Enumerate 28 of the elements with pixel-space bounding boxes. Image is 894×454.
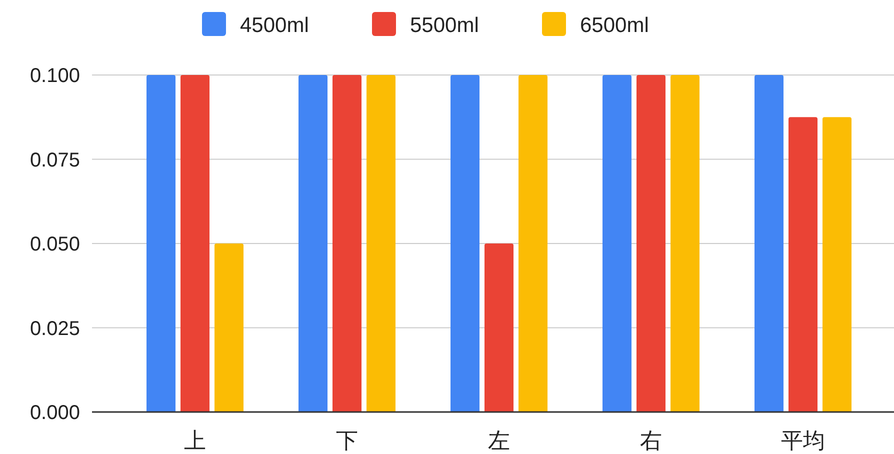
bar [518,75,548,412]
y-tick-label: 0.100 [30,65,80,87]
x-tick-label: 下 [336,428,358,453]
bar [636,75,666,412]
x-tick-label: 平均 [781,428,825,453]
bar [484,244,514,412]
bar [366,75,396,412]
x-tick-label: 上 [184,428,206,453]
y-tick-label: 0.050 [30,234,80,256]
bar [822,117,852,412]
bar [180,75,210,412]
bar [788,117,818,412]
bar [754,75,784,412]
y-tick-label: 0.075 [30,149,80,172]
bar [450,75,480,412]
bar [332,75,362,412]
x-tick-label: 左 [488,428,510,453]
bar [298,75,328,412]
legend-label: 4500ml [240,14,309,37]
bar [670,75,700,412]
bar [146,75,176,412]
y-tick-label: 0.000 [30,402,80,424]
legend-label: 6500ml [580,14,649,37]
y-tick-label: 0.025 [30,318,80,340]
bar [214,244,244,412]
x-tick-label: 右 [640,428,662,453]
legend-label: 5500ml [410,14,479,37]
bar [602,75,632,412]
